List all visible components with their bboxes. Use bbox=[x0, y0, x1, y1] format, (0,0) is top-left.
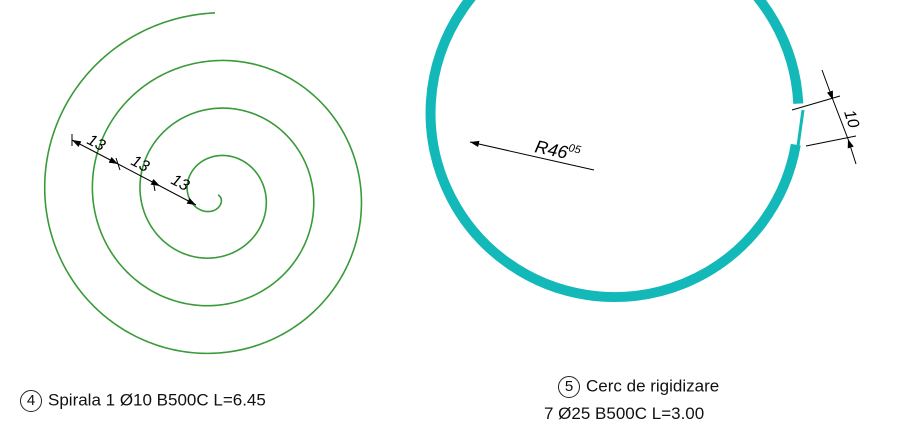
radius-superscript: 05 bbox=[567, 142, 582, 156]
spiral-caption: 4 Spirala 1 Ø10 B500C L=6.45 bbox=[20, 390, 266, 412]
spiral-dimension-lines bbox=[71, 134, 197, 206]
radius-dimension-line bbox=[469, 140, 595, 171]
item-number-bubble-4: 4 bbox=[20, 390, 42, 412]
spiral-curve bbox=[43, 12, 363, 355]
gap-dimension-lines bbox=[791, 69, 857, 165]
gap-dimension-label: 10 bbox=[840, 108, 862, 130]
spiral-dimension-label-2: 13 bbox=[128, 153, 152, 176]
ring-caption-second-line: 7 Ø25 B500C L=3.00 bbox=[544, 404, 704, 424]
radius-label: R4605 bbox=[533, 135, 583, 165]
item-number-bubble-5: 5 bbox=[558, 376, 580, 398]
ring-caption-line2: 7 Ø25 B500C L=3.00 bbox=[544, 404, 705, 423]
radius-value: R46 bbox=[533, 136, 570, 163]
ring-gap-edge bbox=[796, 109, 805, 147]
spiral-dimension-label-1: 13 bbox=[84, 132, 108, 155]
spiral-dimension-label-3: 13 bbox=[168, 172, 192, 195]
ring-caption: 5 Cerc de rigidizare bbox=[558, 376, 719, 398]
ring-drawing: R4605 10 bbox=[425, 0, 862, 303]
spiral-drawing: 13 13 13 bbox=[43, 12, 363, 355]
spiral-caption-text: Spirala 1 Ø10 B500C L=6.45 bbox=[48, 390, 266, 410]
stiffening-ring bbox=[425, 0, 804, 303]
ring-caption-line1: Cerc de rigidizare bbox=[586, 376, 720, 396]
